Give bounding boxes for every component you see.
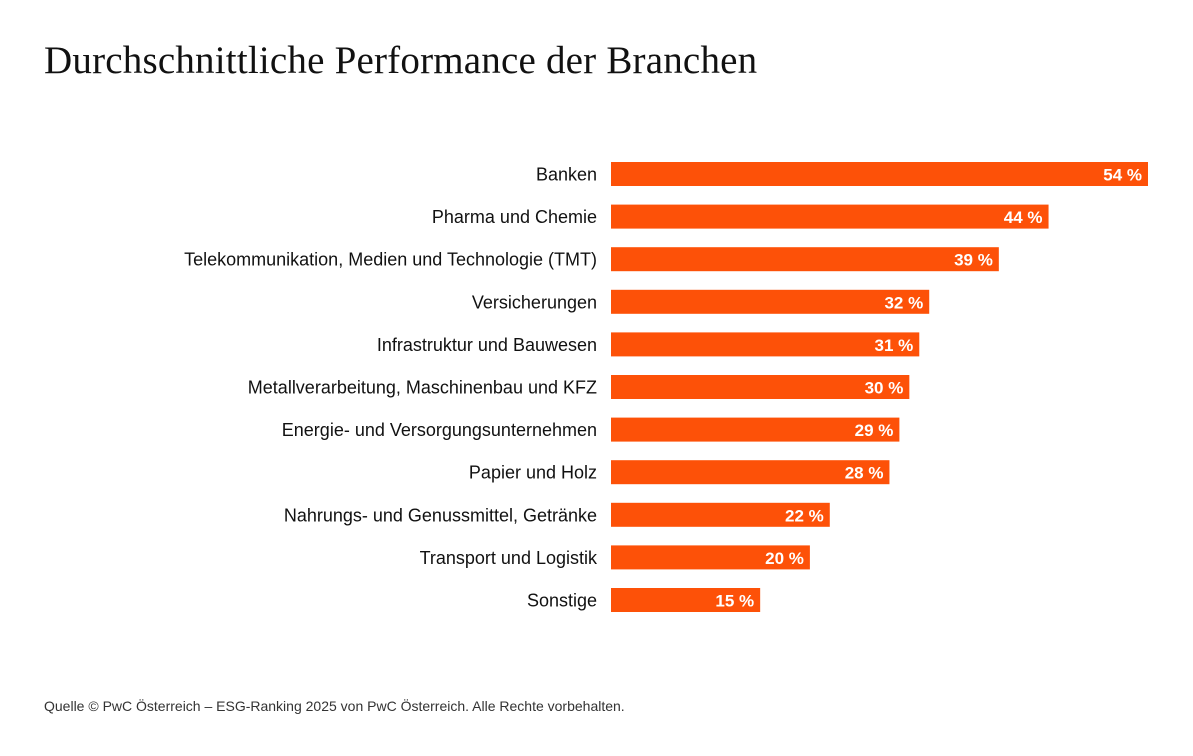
category-label: Metallverarbeitung, Maschinenbau und KFZ [248,378,597,398]
category-label: Nahrungs- und Genussmittel, Getränke [284,505,597,525]
category-label: Banken [536,165,597,185]
value-label: 54 % [1103,166,1142,185]
value-label: 20 % [765,549,804,568]
category-label: Papier und Holz [469,463,597,483]
bar [611,460,890,485]
source-note: Quelle © PwC Österreich – ESG-Ranking 20… [44,698,625,714]
value-label: 28 % [845,464,884,483]
bar [611,588,761,612]
bar [611,502,830,527]
value-label: 39 % [954,251,993,270]
value-label: 30 % [865,379,904,398]
value-label: 29 % [855,421,894,440]
category-label: Versicherungen [472,292,597,312]
bar [611,204,1049,229]
category-label: Energie- und Versorgungsunternehmen [282,420,597,440]
bar [611,417,900,442]
chart-title: Durchschnittliche Performance der Branch… [44,39,758,82]
category-label: Pharma und Chemie [432,207,597,227]
value-label: 31 % [875,336,914,355]
bar [611,247,999,272]
bar [611,162,1148,186]
category-label: Telekommunikation, Medien und Technologi… [184,250,597,270]
value-label: 15 % [715,592,754,611]
value-label: 22 % [785,506,824,525]
value-label: 44 % [1004,208,1043,227]
category-label: Infrastruktur und Bauwesen [377,335,597,355]
bar [611,375,910,399]
bar [611,545,810,570]
bar [611,289,930,314]
category-label: Transport und Logistik [420,548,598,568]
value-label: 32 % [884,293,923,312]
bar [611,332,920,357]
category-label: Sonstige [527,591,597,611]
